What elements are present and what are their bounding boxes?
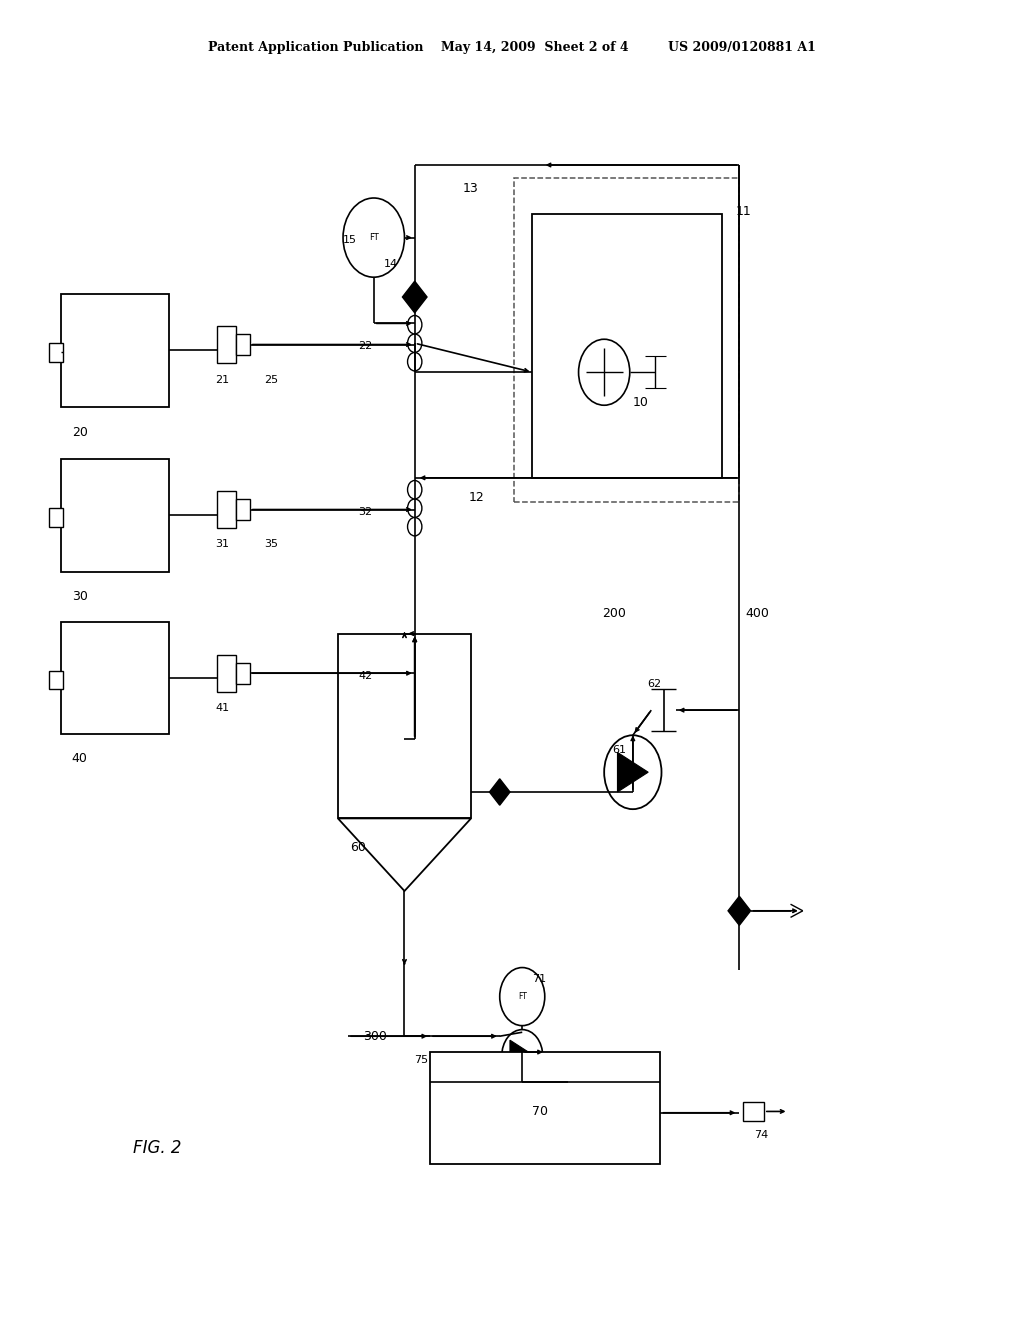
Circle shape: [408, 663, 422, 681]
Circle shape: [500, 968, 545, 1026]
Text: 15: 15: [343, 235, 357, 246]
Text: 11: 11: [735, 205, 751, 218]
Text: 42: 42: [358, 671, 373, 681]
Bar: [430, 1052, 660, 1164]
Text: 70: 70: [532, 1105, 549, 1118]
Bar: [61, 294, 169, 407]
Bar: [217, 326, 236, 363]
Text: 12: 12: [469, 491, 484, 504]
Text: 74: 74: [754, 1130, 768, 1140]
Bar: [236, 334, 250, 355]
Text: 14: 14: [384, 259, 398, 269]
Bar: [61, 622, 169, 734]
Circle shape: [408, 644, 422, 663]
Bar: [743, 1102, 764, 1121]
Text: 300: 300: [364, 1030, 387, 1043]
Text: FT: FT: [518, 993, 526, 1001]
Polygon shape: [489, 779, 510, 805]
Circle shape: [408, 352, 422, 371]
Circle shape: [408, 315, 422, 334]
Bar: [532, 214, 722, 478]
Text: 30: 30: [72, 590, 88, 603]
Bar: [236, 663, 250, 684]
Bar: [49, 343, 63, 362]
Circle shape: [408, 480, 422, 499]
Text: 40: 40: [72, 752, 88, 766]
Circle shape: [604, 735, 662, 809]
Text: 32: 32: [358, 507, 373, 517]
Text: 21: 21: [215, 375, 229, 385]
Text: 62: 62: [647, 678, 662, 689]
Circle shape: [408, 499, 422, 517]
Text: 200: 200: [602, 607, 626, 620]
Polygon shape: [617, 752, 648, 792]
Text: 20: 20: [72, 426, 88, 440]
Bar: [49, 508, 63, 527]
Bar: [49, 671, 63, 689]
Circle shape: [408, 334, 422, 352]
Text: 71: 71: [532, 974, 547, 985]
Text: 41: 41: [215, 702, 229, 713]
Text: 25: 25: [264, 375, 279, 385]
Text: 31: 31: [215, 539, 229, 549]
Polygon shape: [402, 281, 427, 313]
Bar: [217, 491, 236, 528]
Text: 35: 35: [264, 539, 279, 549]
Text: 75: 75: [414, 1055, 428, 1065]
Text: FIG. 2: FIG. 2: [133, 1139, 181, 1158]
Bar: [61, 459, 169, 572]
Text: 400: 400: [745, 607, 769, 620]
Text: 13: 13: [463, 182, 478, 195]
Text: Patent Application Publication    May 14, 2009  Sheet 2 of 4         US 2009/012: Patent Application Publication May 14, 2…: [208, 41, 816, 54]
Bar: [236, 499, 250, 520]
Circle shape: [408, 681, 422, 700]
Bar: [514, 178, 739, 502]
Text: 10: 10: [633, 396, 649, 409]
Polygon shape: [338, 818, 471, 891]
Text: 61: 61: [612, 744, 627, 755]
Text: 22: 22: [358, 341, 373, 351]
Circle shape: [502, 1030, 543, 1082]
Bar: [338, 634, 471, 818]
Bar: [217, 655, 236, 692]
Circle shape: [343, 198, 404, 277]
Polygon shape: [728, 896, 751, 925]
Polygon shape: [510, 1040, 535, 1072]
Text: FT: FT: [369, 234, 379, 242]
Text: 60: 60: [350, 841, 367, 854]
Circle shape: [408, 517, 422, 536]
